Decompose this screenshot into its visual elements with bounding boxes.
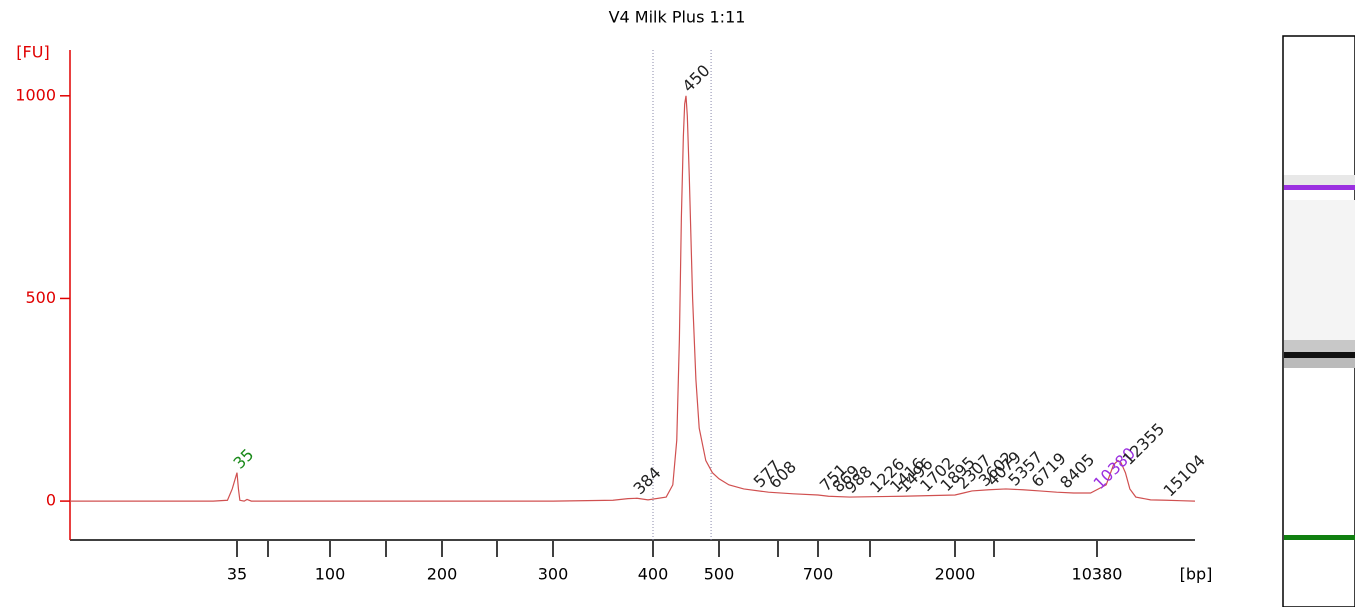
x-tick-label: 10380	[1072, 565, 1123, 584]
gel-lane	[1282, 35, 1355, 608]
gel-shade	[1284, 340, 1355, 352]
x-tick-label: 100	[315, 565, 346, 584]
gel-band	[1284, 535, 1355, 540]
y-tick-label: 0	[46, 491, 56, 510]
x-tick-label: 500	[704, 565, 735, 584]
x-tick-label: 35	[227, 565, 247, 584]
minor-ticks	[267, 541, 995, 557]
gel-shade	[1284, 175, 1355, 185]
x-tick-label: 300	[538, 565, 569, 584]
x-tick-label: 700	[803, 565, 834, 584]
gel-shade	[1284, 200, 1355, 340]
x-tick-label: 400	[638, 565, 669, 584]
gel-shade	[1284, 358, 1355, 368]
x-axis-label: [bp]	[1180, 565, 1213, 584]
gel-band	[1284, 185, 1355, 190]
y-tick-label: 1000	[15, 85, 56, 104]
chart-title: V4 Milk Plus 1:11	[609, 8, 746, 27]
gel-band	[1284, 352, 1355, 358]
y-tick-label: 500	[25, 288, 56, 307]
x-tick-label: 2000	[935, 565, 976, 584]
x-tick-label: 200	[427, 565, 458, 584]
trace	[70, 95, 1196, 502]
y-axis-label: [FU]	[16, 43, 49, 62]
